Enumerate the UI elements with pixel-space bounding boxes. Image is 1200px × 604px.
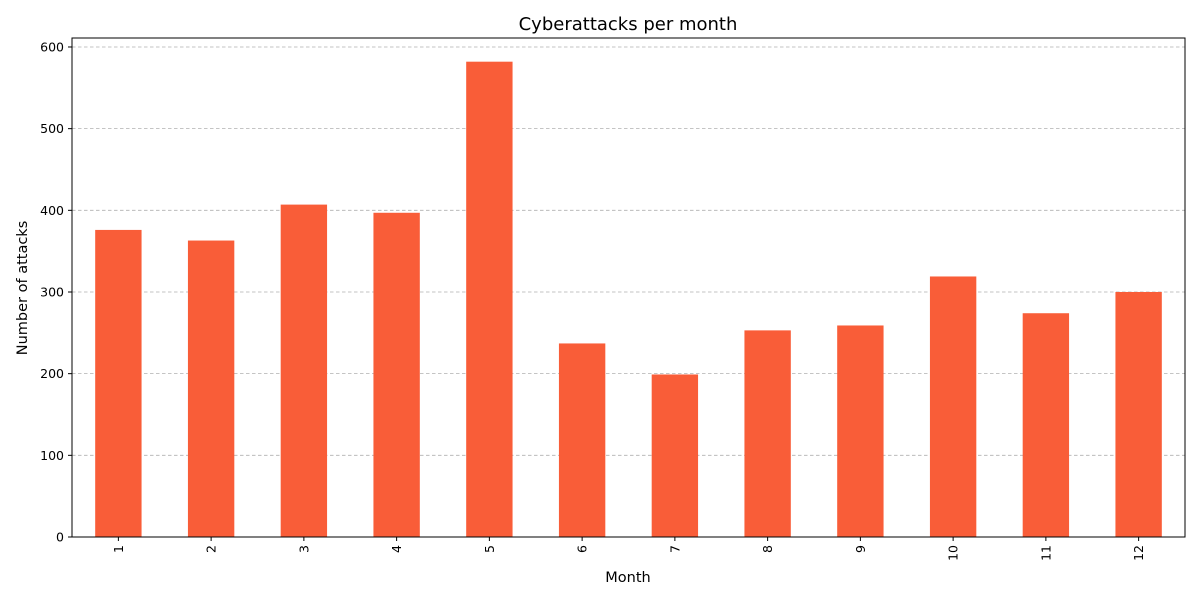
x-tick-label: 6 [575,545,590,553]
x-tick-label: 3 [296,545,311,553]
bar-month-7 [651,374,699,537]
x-tick-label: 5 [482,545,497,553]
x-tick-label: 2 [204,545,219,553]
x-axis-label: Month [605,570,650,586]
x-tick-label: 8 [760,545,775,553]
bar-month-8 [744,330,791,537]
y-axis-label: Number of attacks [15,221,31,356]
x-tick-label: 4 [389,545,404,553]
bar-month-11 [1022,313,1070,537]
y-tick-label: 500 [40,121,64,136]
y-tick-label: 300 [40,284,64,299]
bar-month-10 [929,276,977,537]
y-tick-label: 100 [40,448,64,463]
y-tick-label: 400 [40,203,64,218]
x-tick-label: 11 [1038,545,1053,561]
x-tick-label: 9 [853,545,868,553]
bars [95,61,1162,538]
y-tick-label: 600 [40,39,64,54]
x-tick-label: 12 [1131,545,1146,561]
x-tick-label: 10 [946,545,961,561]
bar-month-4 [373,212,420,537]
x-tick-label: 1 [111,545,126,553]
bar-month-9 [837,325,884,537]
bar-month-6 [558,343,606,537]
x-axis-ticks: 1 2 3 4 5 6 7 8 9 10 11 12 [111,537,1146,561]
y-axis-ticks: 0 100 200 300 400 500 600 [40,39,72,545]
bar-month-3 [280,204,328,537]
y-tick-label: 0 [56,530,64,545]
bar-month-2 [187,240,235,537]
bar-month-5 [466,61,513,538]
y-tick-label: 200 [40,366,64,381]
bar-month-1 [95,229,142,537]
bar-month-12 [1115,291,1162,537]
grid-lines [72,46,1185,456]
chart-title: Cyberattacks per month [519,14,738,35]
x-tick-label: 7 [667,545,682,553]
plot-frame [71,37,1186,538]
axes [71,37,1186,538]
